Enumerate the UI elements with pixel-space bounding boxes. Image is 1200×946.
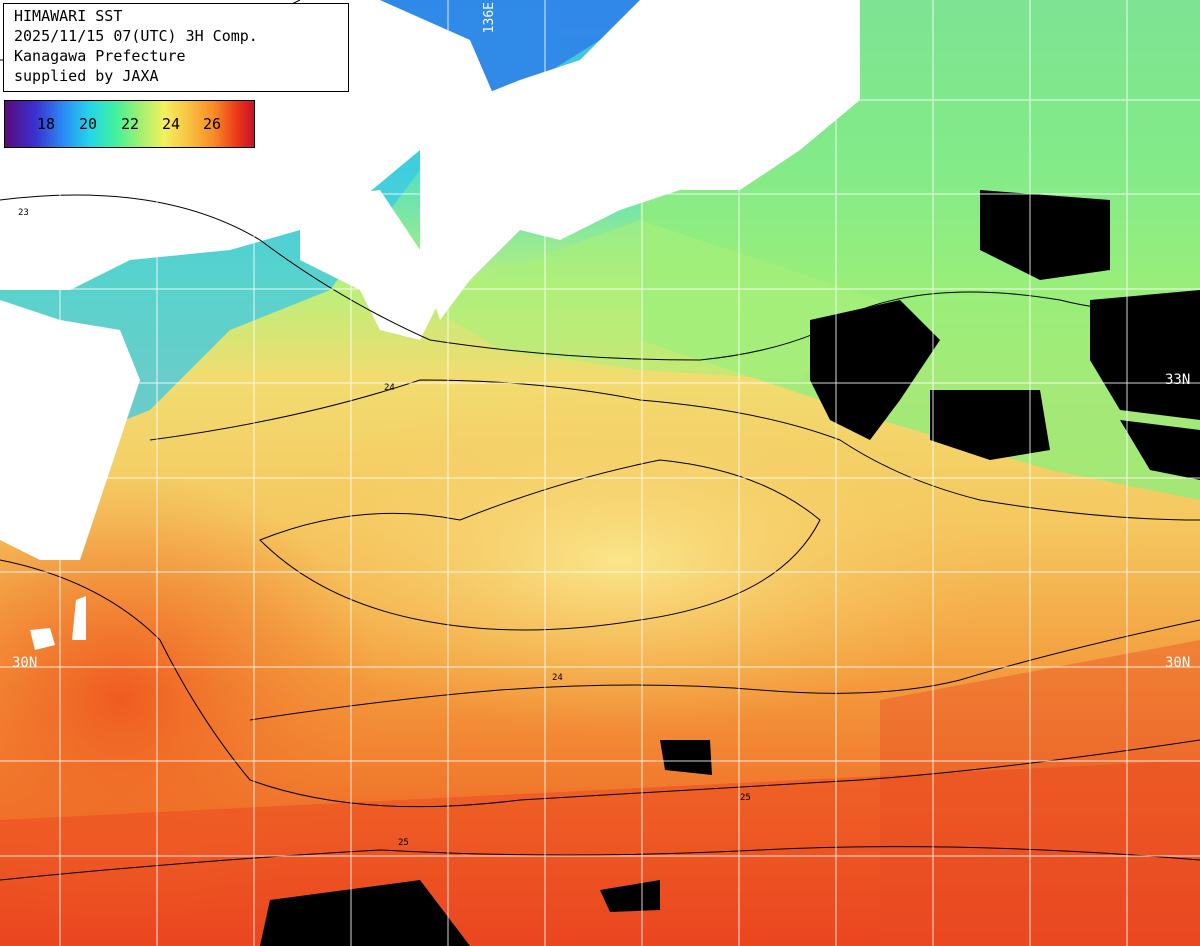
- contour-lines: [0, 0, 1200, 881]
- contour-24-core: [259, 459, 821, 631]
- color-legend: 18 20 22 24 26: [4, 100, 255, 148]
- green-mid: [420, 220, 880, 380]
- land-island-small: [72, 596, 86, 640]
- contour-label-25: 25: [740, 793, 751, 803]
- contour-label-25: 25: [398, 838, 409, 848]
- warm-core: [240, 390, 1000, 730]
- cloud-mask-south: [260, 880, 470, 946]
- cloud-mask-east-5: [1120, 420, 1200, 480]
- hot-southeast: [880, 640, 1200, 946]
- contour-23: [0, 194, 1200, 361]
- cloud-mask-east-3: [810, 300, 940, 440]
- cloud-mask-mid: [660, 740, 712, 775]
- prefecture: Kanagawa Prefecture: [14, 47, 186, 65]
- contour-label-23: 23: [18, 208, 29, 218]
- land-kyushu: [0, 300, 140, 560]
- map-title: HIMAWARI SST: [14, 7, 123, 25]
- timestamp: 2025/11/15 07(UTC) 3H Comp.: [14, 27, 258, 45]
- contour-label-24: 24: [552, 673, 563, 683]
- cloud-mask-south-2: [600, 880, 660, 912]
- lon-label-136e: 136E: [482, 2, 497, 34]
- contour-24-north: [149, 379, 1200, 521]
- cloud-mask-east-2: [1090, 290, 1200, 420]
- cloud-mask-east-1: [980, 190, 1110, 280]
- legend-tick-24: 24: [162, 115, 181, 133]
- contour-25-south: [0, 846, 1200, 881]
- cloud-mask-east-4: [930, 390, 1050, 460]
- contour-label-24: 24: [384, 383, 395, 393]
- contour-24-south: [249, 619, 1200, 721]
- contour-labels: 23 24 24 25 25: [18, 208, 751, 848]
- lat-label-30n-right: 30N: [1165, 655, 1191, 671]
- credit: supplied by JAXA: [14, 67, 159, 85]
- legend-tick-18: 18: [37, 115, 56, 133]
- land-honshu-north: [420, 0, 860, 320]
- land-island-south: [30, 628, 55, 650]
- legend-tick-22: 22: [121, 115, 140, 133]
- info-box: HIMAWARI SST 2025/11/15 07(UTC) 3H Comp.…: [3, 3, 349, 92]
- contour-25: [0, 559, 1200, 808]
- land-kii: [300, 190, 440, 340]
- lat-label-30n-left: 30N: [12, 655, 38, 671]
- legend-tick-26: 26: [203, 115, 222, 133]
- legend-tick-20: 20: [79, 115, 98, 133]
- lat-label-33n: 33N: [1165, 372, 1191, 388]
